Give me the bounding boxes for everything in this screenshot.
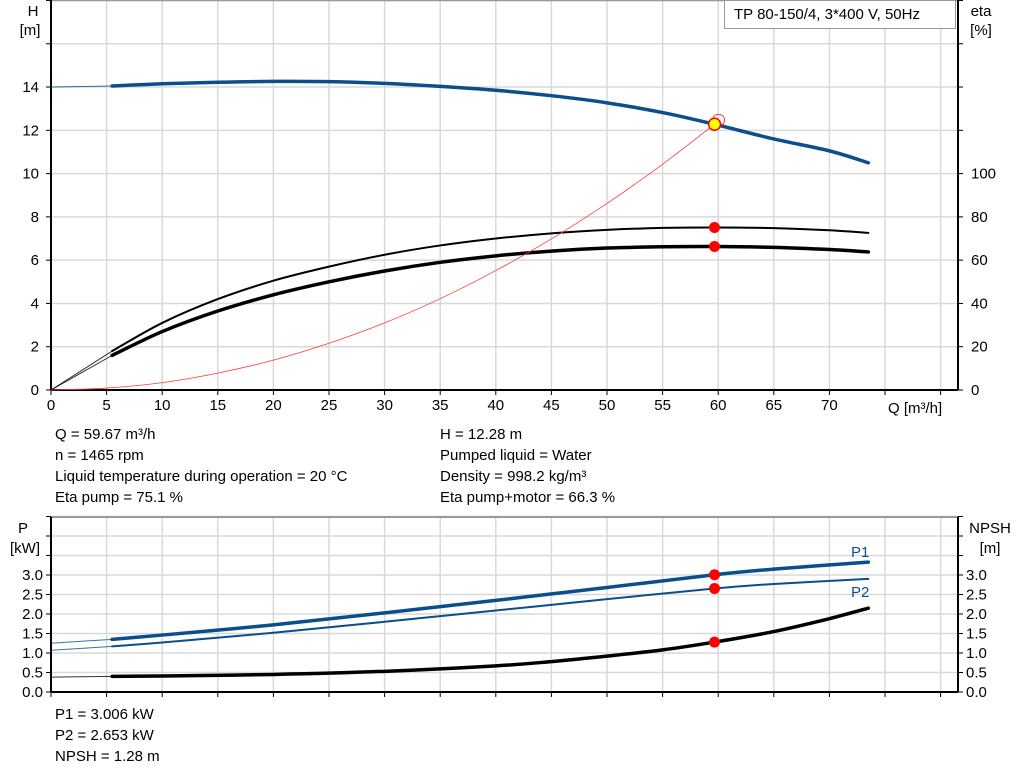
info-flow: Q = 59.67 m³/h bbox=[55, 426, 156, 443]
npsh-tick-label: 2.0 bbox=[966, 606, 987, 623]
p-axis-title: P bbox=[18, 520, 28, 537]
x-tick-label: 25 bbox=[321, 397, 338, 414]
h-tick-label: 12 bbox=[22, 122, 39, 139]
p-tick-label: 2.0 bbox=[22, 606, 43, 623]
npsh-curve bbox=[110, 606, 871, 679]
x-tick-label: 20 bbox=[265, 397, 282, 414]
info-bottom: P1 = 3.006 kW P2 = 2.653 kW NPSH = 1.28 … bbox=[55, 704, 160, 767]
x-tick-label: 60 bbox=[710, 397, 727, 414]
info-top-right: H = 12.28 m Pumped liquid = Water Densit… bbox=[440, 424, 615, 508]
info-temperature: Liquid temperature during operation = 20… bbox=[55, 468, 348, 485]
p-axis-unit: [kW] bbox=[10, 540, 40, 557]
npsh-tick-label: 3.0 bbox=[966, 567, 987, 584]
duty-point-markers bbox=[707, 113, 725, 648]
p1-extension bbox=[50, 638, 113, 644]
h-tick-label: 2 bbox=[31, 339, 39, 356]
p2-series-label: P2 bbox=[851, 584, 869, 601]
eta-tick-label: 100 bbox=[971, 166, 996, 183]
eta-tick-label: 20 bbox=[971, 339, 988, 356]
eta-tick-label: 40 bbox=[971, 295, 988, 312]
info-p2: P2 = 2.653 kW bbox=[55, 727, 154, 744]
info-p1: P1 = 3.006 kW bbox=[55, 706, 154, 723]
eta-tick-label: 80 bbox=[971, 209, 988, 226]
p2-curve bbox=[111, 577, 870, 648]
info-eta-pump: Eta pump = 75.1 % bbox=[55, 489, 183, 506]
p-tick-label: 2.5 bbox=[22, 587, 43, 604]
p-tick-label: 0.0 bbox=[22, 684, 43, 701]
npsh-tick-label: 2.5 bbox=[966, 587, 987, 604]
x-tick-label: 65 bbox=[765, 397, 782, 414]
p1-curve bbox=[110, 560, 871, 642]
h-tick-label: 14 bbox=[22, 79, 39, 96]
npsh-extension bbox=[50, 675, 113, 678]
eta-axis-title: eta bbox=[971, 3, 993, 20]
axes: 0 5 10 15 20 25 30 35 40 45 50 55 60 65 70 0 2 4 6 8 10 12 14 0… bbox=[22, 0, 996, 701]
npsh-tick-label: 1.0 bbox=[966, 645, 987, 662]
duty-point-p1-marker bbox=[709, 569, 721, 581]
eta-pump-extension bbox=[50, 350, 113, 391]
info-top-left: Q = 59.67 m³/h n = 1465 rpm Liquid tempe… bbox=[55, 424, 347, 508]
x-tick-label: 30 bbox=[376, 397, 393, 414]
duty-point-npsh-marker bbox=[709, 636, 721, 648]
eta-pump-motor-extension bbox=[50, 354, 113, 391]
info-liquid: Pumped liquid = Water bbox=[440, 447, 592, 464]
curves bbox=[50, 79, 871, 679]
duty-point-p2-marker bbox=[709, 583, 721, 595]
x-tick-label: 15 bbox=[209, 397, 226, 414]
eta-tick-label: 60 bbox=[971, 252, 988, 269]
eta-pump-motor-curve bbox=[110, 244, 871, 358]
x-tick-label: 50 bbox=[599, 397, 616, 414]
eta-tick-label: 0 bbox=[971, 382, 979, 399]
duty-point-head-marker bbox=[707, 117, 722, 132]
p1-series-label: P1 bbox=[851, 544, 869, 561]
p2-extension bbox=[50, 645, 113, 651]
duty-point-eta-pump-marker bbox=[709, 221, 721, 233]
eta-axis-unit: [%] bbox=[970, 22, 992, 39]
p-tick-label: 3.0 bbox=[22, 567, 43, 584]
top-chart-grid bbox=[51, 0, 958, 390]
eta-pump-curve bbox=[111, 226, 870, 353]
q-axis-title: Q [m³/h] bbox=[888, 400, 942, 417]
npsh-tick-label: 1.5 bbox=[966, 626, 987, 643]
npsh-axis-title: NPSH bbox=[969, 520, 1011, 537]
info-density: Density = 998.2 kg/m³ bbox=[440, 468, 587, 485]
npsh-tick-label: 0.0 bbox=[966, 684, 987, 701]
head-curve bbox=[110, 79, 871, 165]
p-tick-label: 1.0 bbox=[22, 645, 43, 662]
x-tick-label: 0 bbox=[47, 397, 55, 414]
x-tick-label: 40 bbox=[487, 397, 504, 414]
bottom-chart-grid bbox=[51, 515, 958, 692]
x-tick-label: 5 bbox=[102, 397, 110, 414]
h-tick-label: 8 bbox=[31, 209, 39, 226]
legend-text: TP 80-150/4, 3*400 V, 50Hz bbox=[734, 6, 920, 23]
h-axis-title: H bbox=[28, 3, 39, 20]
h-tick-label: 0 bbox=[31, 382, 39, 399]
system-curve bbox=[50, 123, 715, 391]
info-speed: n = 1465 rpm bbox=[55, 447, 144, 464]
h-tick-label: 6 bbox=[31, 252, 39, 269]
x-tick-label: 55 bbox=[654, 397, 671, 414]
head-extension bbox=[50, 85, 113, 88]
x-tick-label: 45 bbox=[543, 397, 560, 414]
p-tick-label: 0.5 bbox=[22, 665, 43, 682]
legend-box: TP 80-150/4, 3*400 V, 50Hz bbox=[724, 0, 956, 29]
x-tick-label: 10 bbox=[154, 397, 171, 414]
npsh-axis-unit: [m] bbox=[980, 540, 1001, 557]
npsh-tick-label: 0.5 bbox=[966, 665, 987, 682]
h-tick-label: 10 bbox=[22, 166, 39, 183]
duty-point-eta-pump-motor-marker bbox=[709, 241, 721, 253]
x-tick-label: 35 bbox=[432, 397, 449, 414]
info-eta-pump-motor: Eta pump+motor = 66.3 % bbox=[440, 489, 616, 506]
info-npsh: NPSH = 1.28 m bbox=[55, 748, 160, 765]
h-axis-unit: [m] bbox=[20, 22, 41, 39]
p-tick-label: 1.5 bbox=[22, 626, 43, 643]
info-head: H = 12.28 m bbox=[440, 426, 523, 443]
axis-labels: H [m] eta [%] Q [m³/h] P [kW] NPSH [m] P… bbox=[10, 3, 1011, 601]
h-tick-label: 4 bbox=[31, 295, 39, 312]
x-tick-label: 70 bbox=[821, 397, 838, 414]
